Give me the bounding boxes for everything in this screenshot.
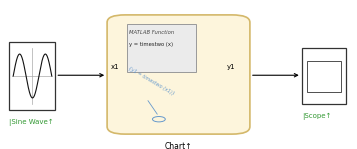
- Text: |Scope↑: |Scope↑: [302, 113, 331, 120]
- FancyBboxPatch shape: [127, 24, 196, 72]
- Bar: [9, 42, 55, 110]
- Bar: [307, 61, 341, 92]
- Text: y1: y1: [227, 64, 235, 70]
- Bar: [302, 48, 346, 104]
- Text: y = timestwo (x): y = timestwo (x): [129, 42, 173, 47]
- Text: |Sine Wave↑: |Sine Wave↑: [9, 119, 54, 126]
- Text: {y1 = timestwo (x1)}: {y1 = timestwo (x1)}: [127, 66, 175, 96]
- Text: x1: x1: [111, 64, 119, 70]
- Text: Chart↑: Chart↑: [165, 142, 192, 149]
- Text: MATLAB Function: MATLAB Function: [129, 30, 174, 35]
- FancyBboxPatch shape: [107, 15, 250, 134]
